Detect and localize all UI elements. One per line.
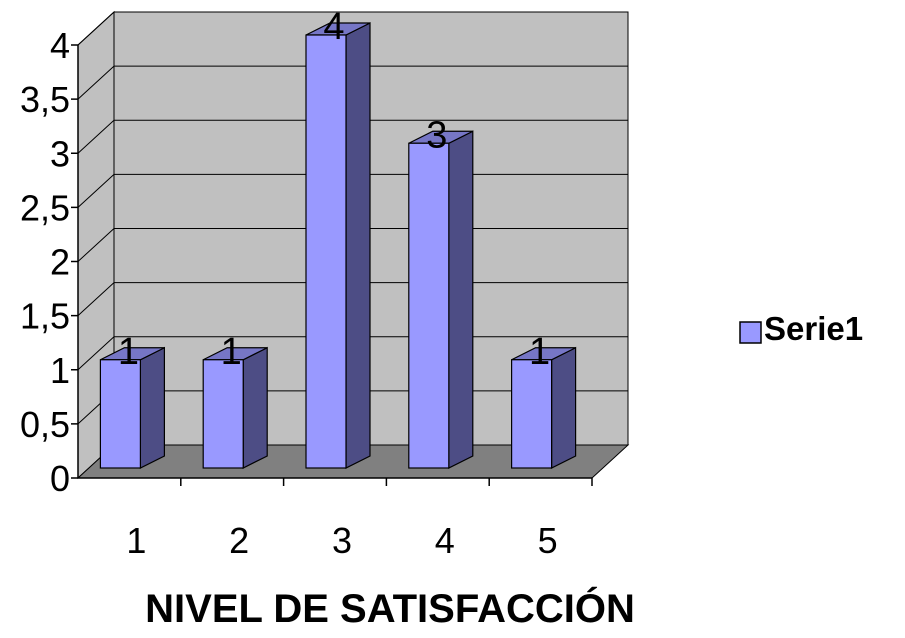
y-tick-label: 2 [50, 242, 70, 283]
gridline [77, 65, 628, 100]
bar [202, 359, 244, 469]
y-tick-label: 3 [50, 133, 70, 174]
y-tick-label: 1,5 [20, 296, 70, 337]
gridline [77, 119, 628, 154]
data-label: 4 [323, 6, 344, 48]
data-label: 1 [529, 331, 550, 373]
x-tick-label: 3 [332, 520, 352, 561]
axes: 0 0,5 1 1,5 2 2,5 3 3,5 4 1 2 3 4 5 [20, 25, 593, 561]
bar [408, 142, 450, 469]
legend: Serie1 [739, 310, 863, 347]
data-label: 3 [426, 114, 447, 156]
bar [99, 359, 142, 469]
bar [305, 34, 347, 469]
bar-side [139, 346, 165, 469]
legend-swatch [739, 321, 762, 344]
y-tick-label: 3,5 [20, 79, 70, 120]
y-tick-label: 0 [50, 458, 70, 499]
data-label: 1 [221, 331, 242, 373]
data-label: 1 [118, 331, 139, 373]
bar [511, 359, 553, 469]
legend-label: Serie1 [764, 310, 863, 347]
data-labels: 1 1 4 3 1 [118, 6, 550, 373]
x-tick-label: 5 [538, 520, 558, 561]
y-tick-label: 4 [50, 25, 70, 66]
x-tick-label: 4 [435, 520, 455, 561]
bars [99, 22, 577, 469]
gridline [77, 11, 628, 46]
bar-side [550, 346, 577, 469]
y-tick-label: 0,5 [20, 404, 70, 445]
x-axis-title: NIVEL DE SATISFACCIÓN [145, 585, 635, 631]
y-tick-label: 2,5 [20, 187, 70, 228]
bar-side [242, 346, 268, 469]
y-tick-label: 1 [50, 350, 70, 391]
bar-side [448, 130, 474, 469]
bar-side [345, 22, 371, 469]
x-tick-label: 1 [126, 520, 146, 561]
x-tick-label: 2 [229, 520, 249, 561]
